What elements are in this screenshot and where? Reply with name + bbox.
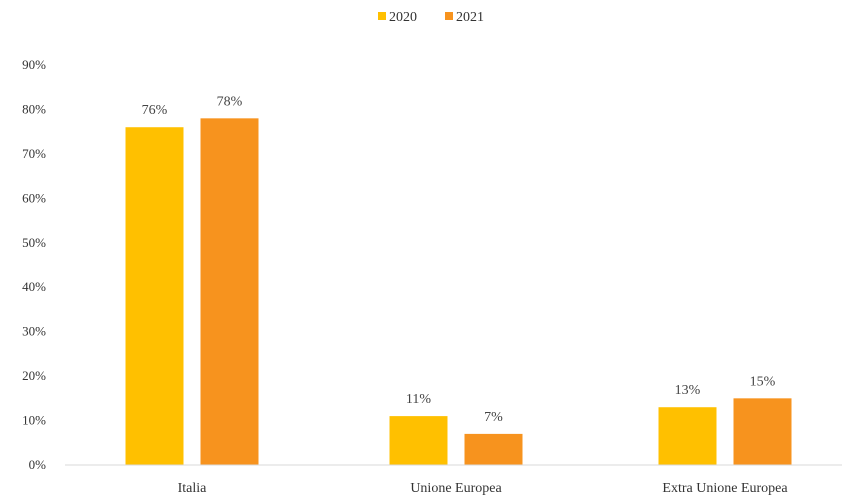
y-tick-label: 50% [22,235,46,250]
legend-swatch-2020 [378,12,386,20]
legend-label-2020: 2020 [389,10,417,25]
y-tick-label: 70% [22,146,46,161]
bar-2021-2 [733,398,792,465]
data-label-2021-1: 7% [484,410,503,425]
x-category-label: Extra Unione Europea [662,481,788,496]
x-category-label: Unione Europea [410,481,502,496]
y-tick-label: 20% [22,368,46,383]
data-label-2021-0: 78% [217,94,243,109]
bar-2020-0 [125,127,184,465]
bar-2021-1 [464,433,523,465]
legend-label-2021: 2021 [456,10,484,25]
data-label-2021-2: 15% [750,374,776,389]
legend: 2020 2021 [378,10,484,25]
y-tick-label: 10% [22,413,46,428]
y-tick-label: 80% [22,101,46,116]
y-tick-label: 0% [29,457,47,472]
x-axis: Italia Unione Europea Extra Unione Europea [65,464,842,496]
bars: 76% 78% 11% 7% 13% 15% [125,94,792,465]
bar-2020-2 [658,407,717,465]
y-tick-label: 60% [22,190,46,205]
bar-2020-1 [389,416,448,465]
data-label-2020-2: 13% [675,383,701,398]
legend-swatch-2021 [445,12,453,20]
y-tick-label: 90% [22,57,46,72]
y-axis: 0% 10% 20% 30% 40% 50% 60% 70% 80% 90% [22,57,46,472]
data-label-2020-0: 76% [142,103,168,118]
y-tick-label: 40% [22,279,46,294]
x-category-label: Italia [178,481,208,496]
y-tick-label: 30% [22,324,46,339]
bar-2021-0 [200,118,259,465]
data-label-2020-1: 11% [406,392,431,407]
